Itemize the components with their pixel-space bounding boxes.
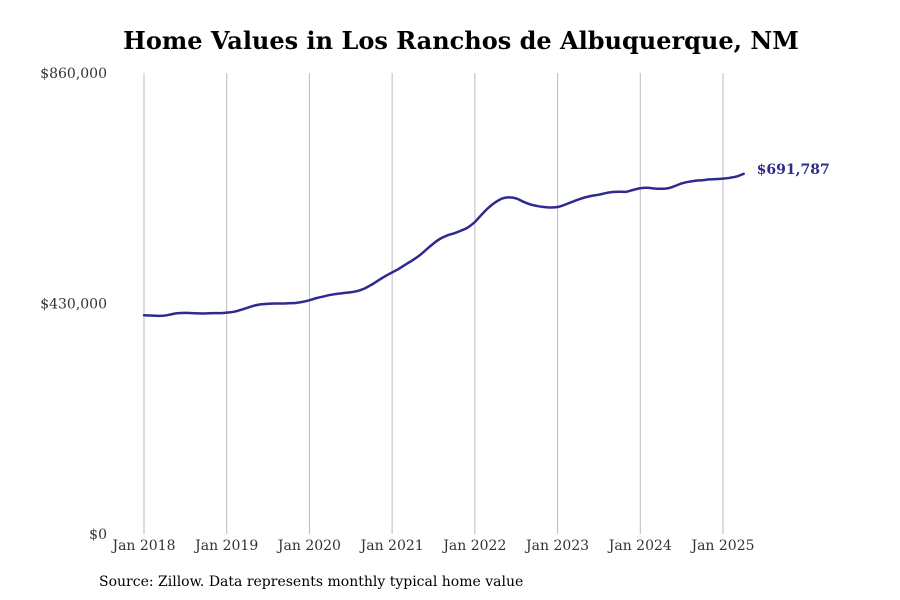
- x-tick-label-1: Jan 2019: [193, 538, 258, 554]
- y-tick-label-2: $860,000: [40, 66, 107, 82]
- x-tick-label-3: Jan 2021: [359, 538, 424, 554]
- x-tick-label-4: Jan 2022: [441, 538, 506, 554]
- series-layer: $691,787: [142, 162, 830, 318]
- x-tick-label-6: Jan 2024: [607, 538, 672, 554]
- x-tick-label-5: Jan 2023: [524, 538, 589, 554]
- y-tick-label-1: $430,000: [40, 297, 107, 313]
- x-tick-label-0: Jan 2018: [110, 538, 175, 554]
- x-tick-label-2: Jan 2020: [276, 538, 341, 554]
- gridlines: [143, 73, 724, 534]
- series-line-0: [142, 172, 745, 318]
- y-tick-label-0: $0: [89, 527, 107, 543]
- chart-title: Home Values in Los Ranchos de Albuquerqu…: [123, 26, 799, 55]
- x-axis-ticks: Jan 2018 Jan 2019 Jan 2020 Jan 2021 Jan 2022…: [110, 538, 754, 554]
- x-tick-label-7: Jan 2025: [689, 538, 754, 554]
- y-axis-ticks: $0 $430,000 $860,000: [40, 66, 107, 543]
- source-note: Source: Zillow. Data represents monthly …: [99, 574, 524, 590]
- end-value-label-0: $691,787: [757, 162, 830, 178]
